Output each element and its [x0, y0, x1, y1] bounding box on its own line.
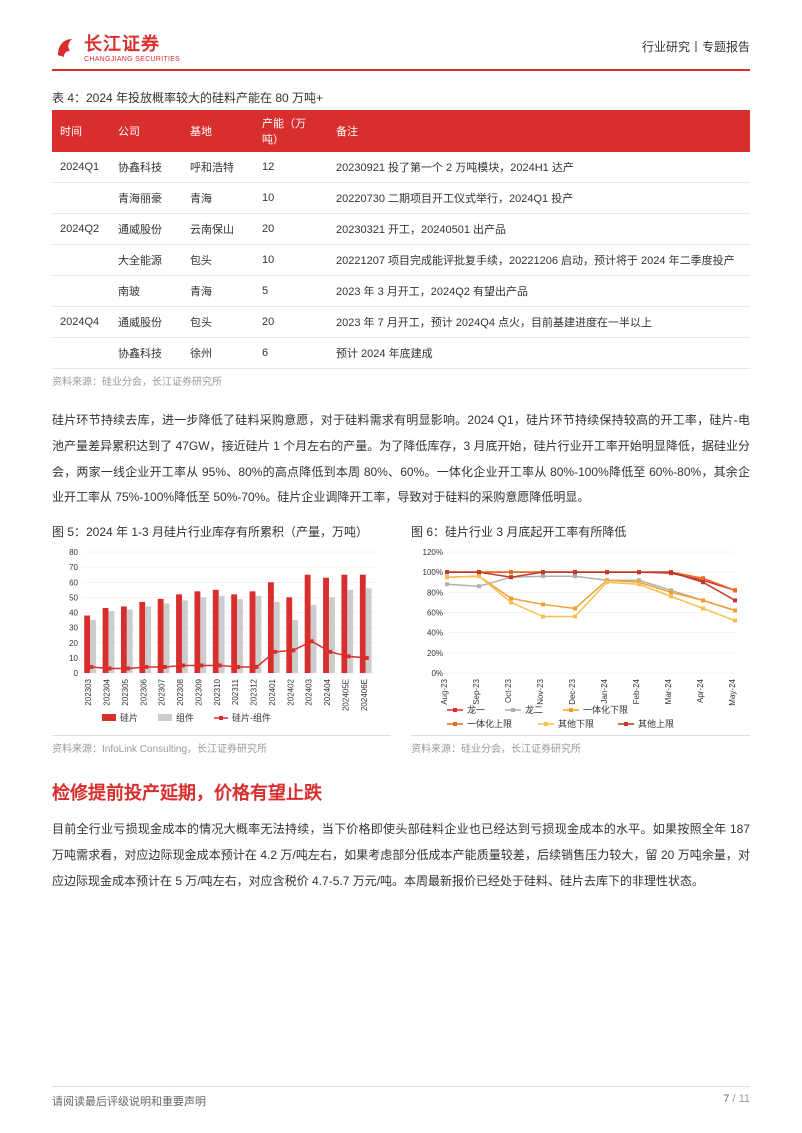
table-row: 协鑫科技徐州6预计 2024 年底建成	[52, 338, 750, 369]
paragraph-wafer-inventory: 硅片环节持续去库，进一步降低了硅料采购意愿，对于硅料需求有明显影响。2024 Q…	[52, 408, 750, 511]
chart5-source: 资料来源：InfoLink Consulting，长江证券研究所	[52, 740, 391, 755]
table-row: 青海丽豪青海1020220730 二期项目开工仪式举行，2024Q1 投产	[52, 183, 750, 214]
section-heading: 检修提前投产延期，价格有望止跌	[52, 779, 750, 805]
table4-title: 表 4：2024 年投放概率较大的硅料产能在 80 万吨+	[52, 89, 750, 106]
svg-text:100%: 100%	[423, 568, 443, 577]
svg-text:Sep-23: Sep-23	[472, 679, 481, 705]
svg-text:Aug-23: Aug-23	[440, 679, 449, 705]
table4-header-cell: 公司	[110, 110, 182, 152]
svg-text:202401: 202401	[268, 679, 277, 706]
svg-text:202403: 202403	[305, 679, 314, 706]
phoenix-icon	[52, 33, 80, 61]
svg-text:60%: 60%	[427, 609, 443, 618]
svg-text:202312: 202312	[250, 679, 259, 706]
svg-text:30: 30	[69, 624, 78, 633]
header-category: 行业研究丨专题报告	[642, 38, 750, 55]
svg-text:202305: 202305	[121, 679, 130, 706]
svg-text:硅片-组件: 硅片-组件	[232, 712, 271, 723]
svg-text:202406E: 202406E	[360, 679, 369, 711]
table4-header-cell: 产能（万吨）	[254, 110, 328, 152]
svg-text:202402: 202402	[286, 679, 295, 706]
table-row: 南玻青海52023 年 3 月开工，2024Q2 有望出产品	[52, 276, 750, 307]
svg-text:Mar-24: Mar-24	[664, 679, 673, 705]
table-row: 大全能源包头1020221207 项目完成能评批复手续，20221206 启动，…	[52, 245, 750, 276]
svg-text:60: 60	[69, 578, 78, 587]
svg-text:其他上限: 其他上限	[638, 718, 674, 729]
svg-text:202311: 202311	[231, 679, 240, 706]
svg-text:120%: 120%	[423, 548, 443, 557]
table4-header-cell: 备注	[328, 110, 750, 152]
footer-disclaimer: 请阅读最后评级说明和重要声明	[52, 1093, 206, 1109]
svg-text:80%: 80%	[427, 589, 443, 598]
chart5-title: 图 5：2024 年 1-3 月硅片行业库存有所累积（产量，万吨）	[52, 523, 391, 540]
page-number: 7 / 11	[723, 1093, 750, 1109]
svg-text:龙一: 龙一	[467, 704, 485, 715]
svg-text:202307: 202307	[158, 679, 167, 706]
svg-text:202304: 202304	[103, 679, 112, 706]
svg-text:龙二: 龙二	[525, 704, 543, 715]
svg-text:202303: 202303	[84, 679, 93, 706]
svg-text:50: 50	[69, 594, 78, 603]
brand-logo: 长江证券 CHANGJIANG SECURITIES	[52, 30, 180, 63]
svg-text:0%: 0%	[431, 669, 443, 678]
svg-text:Apr-24: Apr-24	[696, 679, 705, 704]
svg-text:一体化下限: 一体化下限	[583, 704, 628, 715]
svg-text:202309: 202309	[194, 679, 203, 706]
svg-text:Dec-23: Dec-23	[568, 679, 577, 705]
table4-header-cell: 基地	[182, 110, 254, 152]
svg-text:10: 10	[69, 654, 78, 663]
svg-text:0: 0	[74, 669, 79, 678]
svg-text:40: 40	[69, 609, 78, 618]
table-row: 2024Q1协鑫科技呼和浩特1220230921 投了第一个 2 万吨模块，20…	[52, 152, 750, 183]
table4: 时间公司基地产能（万吨）备注 2024Q1协鑫科技呼和浩特1220230921 …	[52, 110, 750, 369]
svg-text:May-24: May-24	[728, 679, 737, 706]
svg-text:202404: 202404	[323, 679, 332, 706]
svg-text:202405E: 202405E	[341, 679, 350, 711]
paragraph-price-outlook: 目前全行业亏损现金成本的情况大概率无法持续，当下价格即使头部硅料企业也已经达到亏…	[52, 817, 750, 894]
table4-source: 资料来源：硅业分会，长江证券研究所	[52, 373, 750, 388]
svg-text:一体化上限: 一体化上限	[467, 718, 512, 729]
chart6: 0% 20% 40% 60% 80% 100% 120% Aug-23 Sep-23 Oct-23…	[411, 546, 750, 731]
svg-text:70: 70	[69, 563, 78, 572]
svg-text:其他下限: 其他下限	[558, 718, 594, 729]
table-row: 2024Q4通威股份包头202023 年 7 月开工，预计 2024Q4 点火，…	[52, 307, 750, 338]
svg-text:Jan-24: Jan-24	[600, 679, 609, 704]
brand-sub: CHANGJIANG SECURITIES	[84, 56, 180, 63]
page-header: 长江证券 CHANGJIANG SECURITIES 行业研究丨专题报告	[52, 30, 750, 71]
svg-text:Oct-23: Oct-23	[504, 679, 513, 704]
brand-name: 长江证券	[84, 30, 180, 56]
chart6-title: 图 6：硅片行业 3 月底起开工率有所降低	[411, 523, 750, 540]
svg-text:20%: 20%	[427, 649, 443, 658]
svg-text:硅片: 硅片	[120, 712, 138, 723]
svg-text:20: 20	[69, 639, 78, 648]
svg-text:80: 80	[69, 548, 78, 557]
svg-text:202308: 202308	[176, 679, 185, 706]
svg-text:Nov-23: Nov-23	[536, 679, 545, 705]
svg-text:组件: 组件	[176, 712, 194, 723]
svg-text:202310: 202310	[213, 679, 222, 706]
svg-text:40%: 40%	[427, 629, 443, 638]
chart5: 0 10 20 30 40 50 60 70 80 202303 202304 202305 20230…	[52, 546, 391, 731]
svg-text:Feb-24: Feb-24	[632, 679, 641, 705]
table4-header-cell: 时间	[52, 110, 110, 152]
table-row: 2024Q2通威股份云南保山2020230321 开工，20240501 出产品	[52, 214, 750, 245]
svg-text:202306: 202306	[139, 679, 148, 706]
chart6-source: 资料来源：硅业分会，长江证券研究所	[411, 740, 750, 755]
page-footer: 请阅读最后评级说明和重要声明 7 / 11	[52, 1086, 750, 1109]
